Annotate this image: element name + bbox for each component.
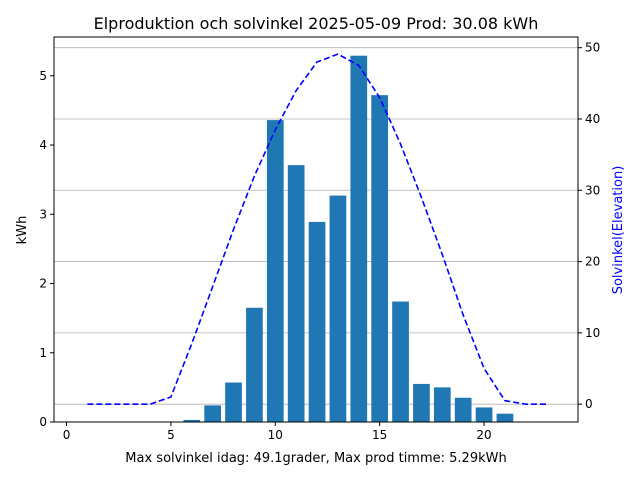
y2-tick-label: 30: [585, 183, 600, 197]
y-tick-label: 5: [39, 69, 47, 83]
x-tick-label: 5: [167, 428, 175, 442]
x-axis-label: Max solvinkel idag: 49.1grader, Max prod…: [125, 451, 506, 466]
bar: [496, 413, 514, 422]
x-tick-label: 20: [476, 428, 491, 442]
y2-axis-label: Solvinkel(Elevation): [611, 166, 626, 295]
bar: [183, 419, 201, 422]
bar: [475, 407, 493, 422]
y2-tick-label: 50: [585, 41, 600, 55]
y2-tick-label: 10: [585, 326, 600, 340]
plot-frame: [53, 36, 579, 423]
x-tick-label: 10: [268, 428, 283, 442]
bar: [392, 301, 409, 422]
x-tick-label: 15: [372, 428, 387, 442]
bar: [433, 387, 451, 422]
elevation-line: [87, 53, 547, 406]
bars: [183, 55, 514, 422]
y2-tick-label: 0: [585, 397, 593, 411]
y2-tick-label: 20: [585, 255, 600, 269]
bar: [454, 397, 472, 422]
bar: [371, 95, 389, 422]
y-tick-label: 4: [39, 138, 47, 152]
y-tick-label: 3: [39, 207, 47, 221]
bar: [287, 165, 305, 422]
elevation-line-layer: [87, 53, 547, 406]
x-tick-label: 0: [63, 428, 71, 442]
bar: [350, 55, 368, 422]
bar: [225, 382, 242, 422]
bar: [413, 383, 430, 422]
bar: [246, 307, 263, 422]
bar: [266, 120, 284, 422]
y-axis-label: kWh: [15, 216, 30, 245]
bar: [308, 221, 326, 422]
bar: [204, 405, 222, 422]
y-tick-label: 2: [39, 277, 47, 291]
y-tick-label: 0: [39, 415, 47, 429]
chart-title: Elproduktion och solvinkel 2025-05-09 Pr…: [94, 14, 539, 33]
bar: [329, 195, 347, 422]
y-tick-label: 1: [39, 346, 47, 360]
y2-tick-label: 40: [585, 112, 600, 126]
